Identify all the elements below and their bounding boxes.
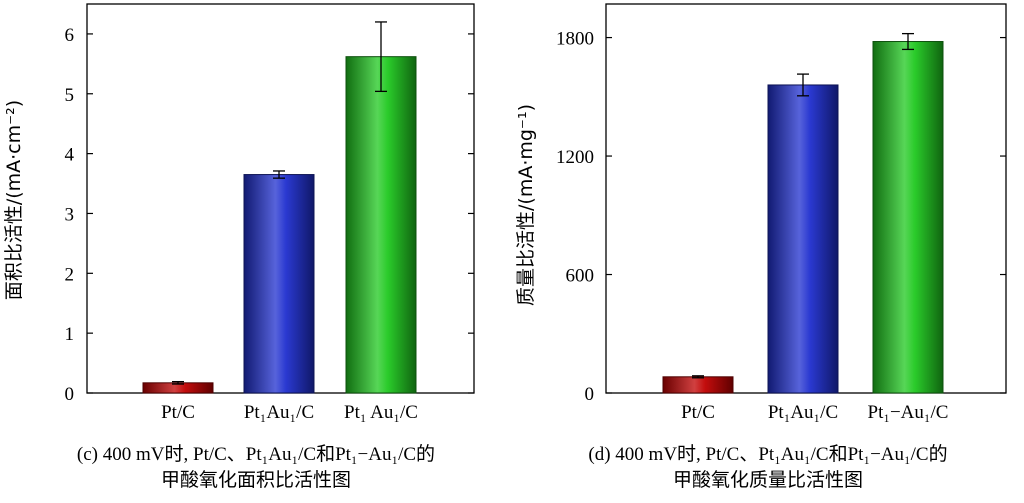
mass-activity-chart: 0 600 1200 1800 Pt/C Pt₁Au₁/C Pt₁−Au₁/C 质量比活性/(… [515,3,1007,423]
category-label: Pt₁Au₁/C [244,402,314,423]
y-tick-label: 5 [65,85,75,106]
y-tick-label: 1800 [556,29,594,50]
caption-d-line1: (d) 400 mV时, Pt/C、Pt₁Au₁/C和Pt₁−Au₁/C的 [588,444,948,465]
chart-panel-d: 0 600 1200 1800 Pt/C Pt₁Au₁/C Pt₁−Au₁/C 质量比活性/(… [512,0,1024,503]
y-tick-label: 2 [65,264,75,285]
category-label: Pt/C [681,402,715,423]
caption-c-line1: (c) 400 mV时, Pt/C、Pt₁Au₁/C和Pt₁−Au₁/C的 [76,444,436,465]
bar [872,41,944,394]
y-axis-label: 面积比活性/(mA·cm⁻²) [3,100,25,300]
caption-d-line2: 甲酸氧化质量比活性图 [672,470,863,491]
y-tick-label: 3 [65,204,75,225]
category-label: Pt/C [161,402,195,423]
bar [662,376,734,394]
category-label: Pt₁ Au₁/C [344,402,418,423]
y-tick-label: 6 [65,25,75,46]
category-label: Pt₁Au₁/C [768,402,838,423]
y-tick-label: 4 [65,145,75,166]
bar [767,84,839,394]
chart-panel-c: 0 1 2 3 4 5 6 Pt/C Pt₁Au₁/C Pt₁ Au₁/C 面积比活性/(mA·cm… [3,3,475,491]
caption-c-line2: 甲酸氧化面积比活性图 [160,470,351,491]
bar [345,56,417,394]
y-axis-label: 质量比活性/(mA·mg⁻¹) [515,104,537,306]
y-tick-label: 1 [65,324,75,345]
y-tick-label: 0 [585,384,595,405]
y-tick-label: 600 [566,266,595,287]
y-tick-label: 0 [65,384,75,405]
bar [243,174,315,394]
category-label: Pt₁−Au₁/C [868,402,949,423]
y-tick-label: 1200 [556,147,594,168]
area-activity-chart: 0 1 2 3 4 5 6 Pt/C Pt₁Au₁/C Pt₁ Au₁/C 面积比活性/(mA·cm… [3,3,475,423]
